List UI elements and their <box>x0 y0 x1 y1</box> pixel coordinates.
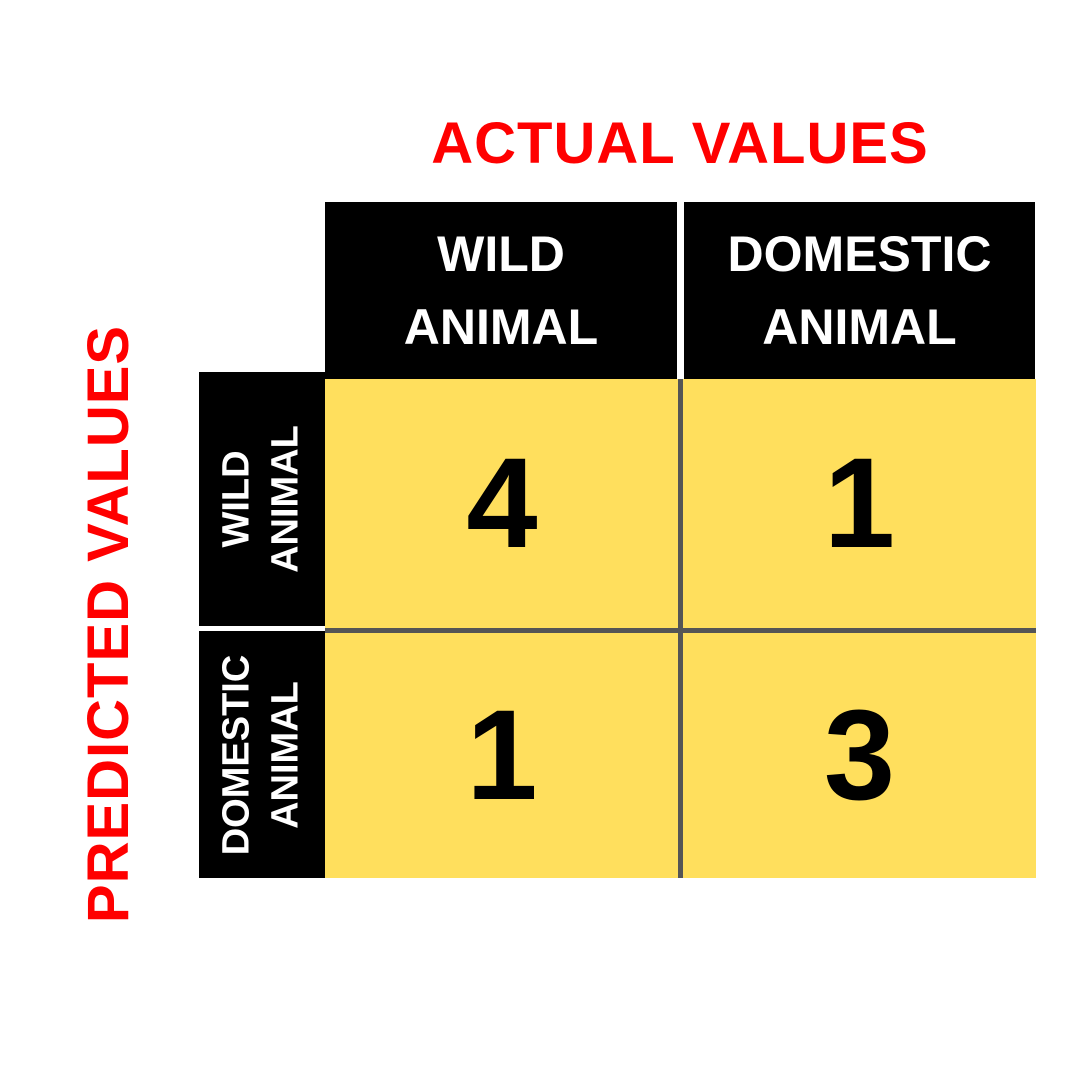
column-header-wild-animal: WILD ANIMAL <box>325 202 677 379</box>
column-header-line: DOMESTIC <box>727 226 992 282</box>
column-header-line: WILD <box>437 226 565 282</box>
row-header-line: WILD <box>215 450 258 548</box>
matrix-cell-wild-wild: 4 <box>325 379 679 629</box>
actual-values-title: ACTUAL VALUES <box>431 111 929 176</box>
column-header-domestic-animal: DOMESTIC ANIMAL <box>684 202 1035 379</box>
row-header-line: DOMESTIC <box>215 654 258 855</box>
row-header-line: ANIMAL <box>265 680 307 829</box>
row-header-label: WILD ANIMAL <box>213 425 312 573</box>
matrix-cell-domestic-wild: 1 <box>325 633 679 878</box>
row-header-label: DOMESTIC ANIMAL <box>213 654 312 855</box>
matrix-cell-wild-domestic: 1 <box>683 379 1036 629</box>
matrix-cell-domestic-domestic: 3 <box>683 633 1036 878</box>
row-header-wild-animal: WILD ANIMAL <box>199 372 325 626</box>
predicted-values-title: PREDICTED VALUES <box>76 324 141 924</box>
column-header-line: ANIMAL <box>403 298 599 355</box>
column-header-line: ANIMAL <box>762 298 957 355</box>
grid-divider-vertical <box>678 379 683 878</box>
row-header-line: ANIMAL <box>265 425 307 573</box>
row-header-domestic-animal: DOMESTIC ANIMAL <box>199 631 325 878</box>
